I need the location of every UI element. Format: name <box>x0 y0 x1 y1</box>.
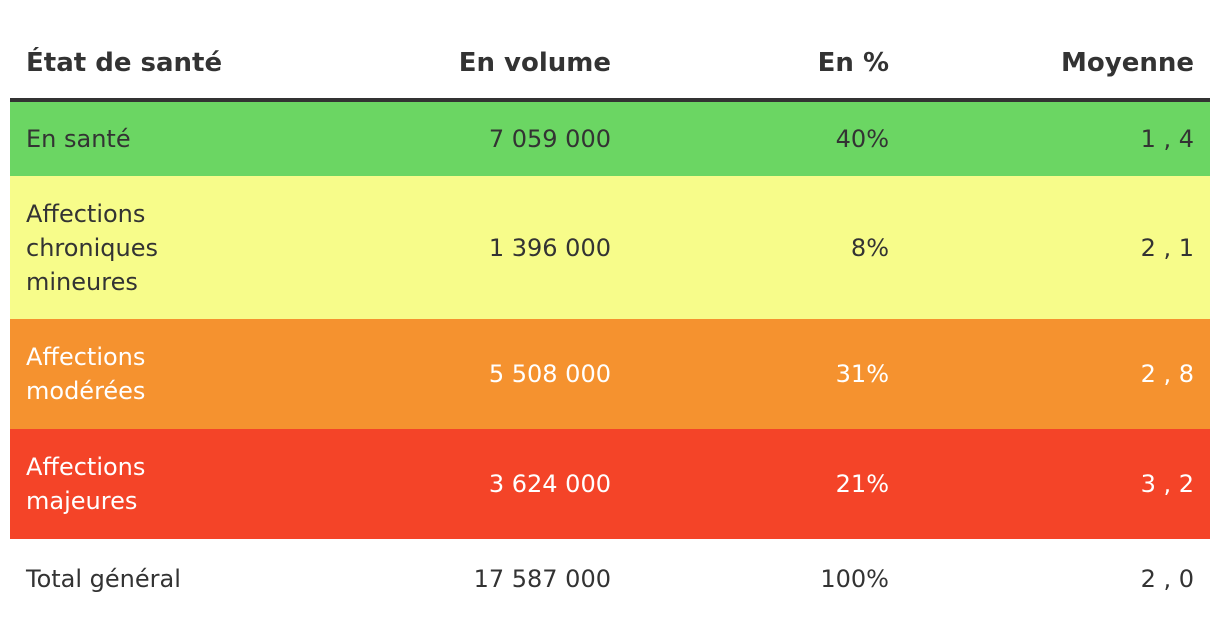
table-row-affections-majeures: Affections majeures 3 624 000 21% 3 , 2 <box>10 429 1210 539</box>
row-label-line: Affections <box>26 453 146 481</box>
health-status-table-container: État de santé En volume En % Moyenne En … <box>10 28 1210 619</box>
column-header-volume: En volume <box>320 28 627 102</box>
row-percent: 8% <box>627 176 905 319</box>
total-label: Total général <box>10 539 320 619</box>
table-row-affections-chroniques-mineures: Affections chroniques mineures 1 396 000… <box>10 176 1210 319</box>
row-volume: 7 059 000 <box>320 100 627 176</box>
column-header-moyenne: Moyenne <box>905 28 1210 102</box>
row-label-line: Affections <box>26 343 146 371</box>
total-percent: 100% <box>627 539 905 619</box>
row-label-line: En santé <box>26 125 131 153</box>
row-label: Affections majeures <box>10 429 320 539</box>
row-mean: 2 , 1 <box>905 176 1210 319</box>
row-label-line: chroniques <box>26 233 159 262</box>
row-percent: 40% <box>627 100 905 176</box>
header-row: État de santé En volume En % Moyenne <box>10 28 1210 102</box>
table-body: En santé 7 059 000 40% 1 , 4 Affections … <box>10 100 1210 619</box>
total-volume: 17 587 000 <box>320 539 627 619</box>
row-volume: 3 624 000 <box>320 429 627 539</box>
column-header-etat: État de santé <box>10 28 320 102</box>
table-row-total: Total général 17 587 000 100% 2 , 0 <box>10 539 1210 619</box>
row-label: En santé <box>10 100 320 176</box>
row-mean: 2 , 8 <box>905 319 1210 429</box>
row-label: Affections modérées <box>10 319 320 429</box>
row-percent: 21% <box>627 429 905 539</box>
row-label-line: Affections <box>26 199 146 228</box>
table-header: État de santé En volume En % Moyenne <box>10 28 1210 102</box>
row-label-line: majeures <box>26 487 138 515</box>
row-label-line: mineures <box>26 267 138 296</box>
column-header-percent: En % <box>627 28 905 102</box>
row-mean: 3 , 2 <box>905 429 1210 539</box>
table-row-en-sante: En santé 7 059 000 40% 1 , 4 <box>10 100 1210 176</box>
row-volume: 1 396 000 <box>320 176 627 319</box>
health-status-table: État de santé En volume En % Moyenne En … <box>10 28 1210 619</box>
row-percent: 31% <box>627 319 905 429</box>
row-mean: 1 , 4 <box>905 100 1210 176</box>
total-mean: 2 , 0 <box>905 539 1210 619</box>
row-volume: 5 508 000 <box>320 319 627 429</box>
row-label: Affections chroniques mineures <box>10 176 320 319</box>
table-row-affections-moderees: Affections modérées 5 508 000 31% 2 , 8 <box>10 319 1210 429</box>
row-label-line: modérées <box>26 377 146 405</box>
